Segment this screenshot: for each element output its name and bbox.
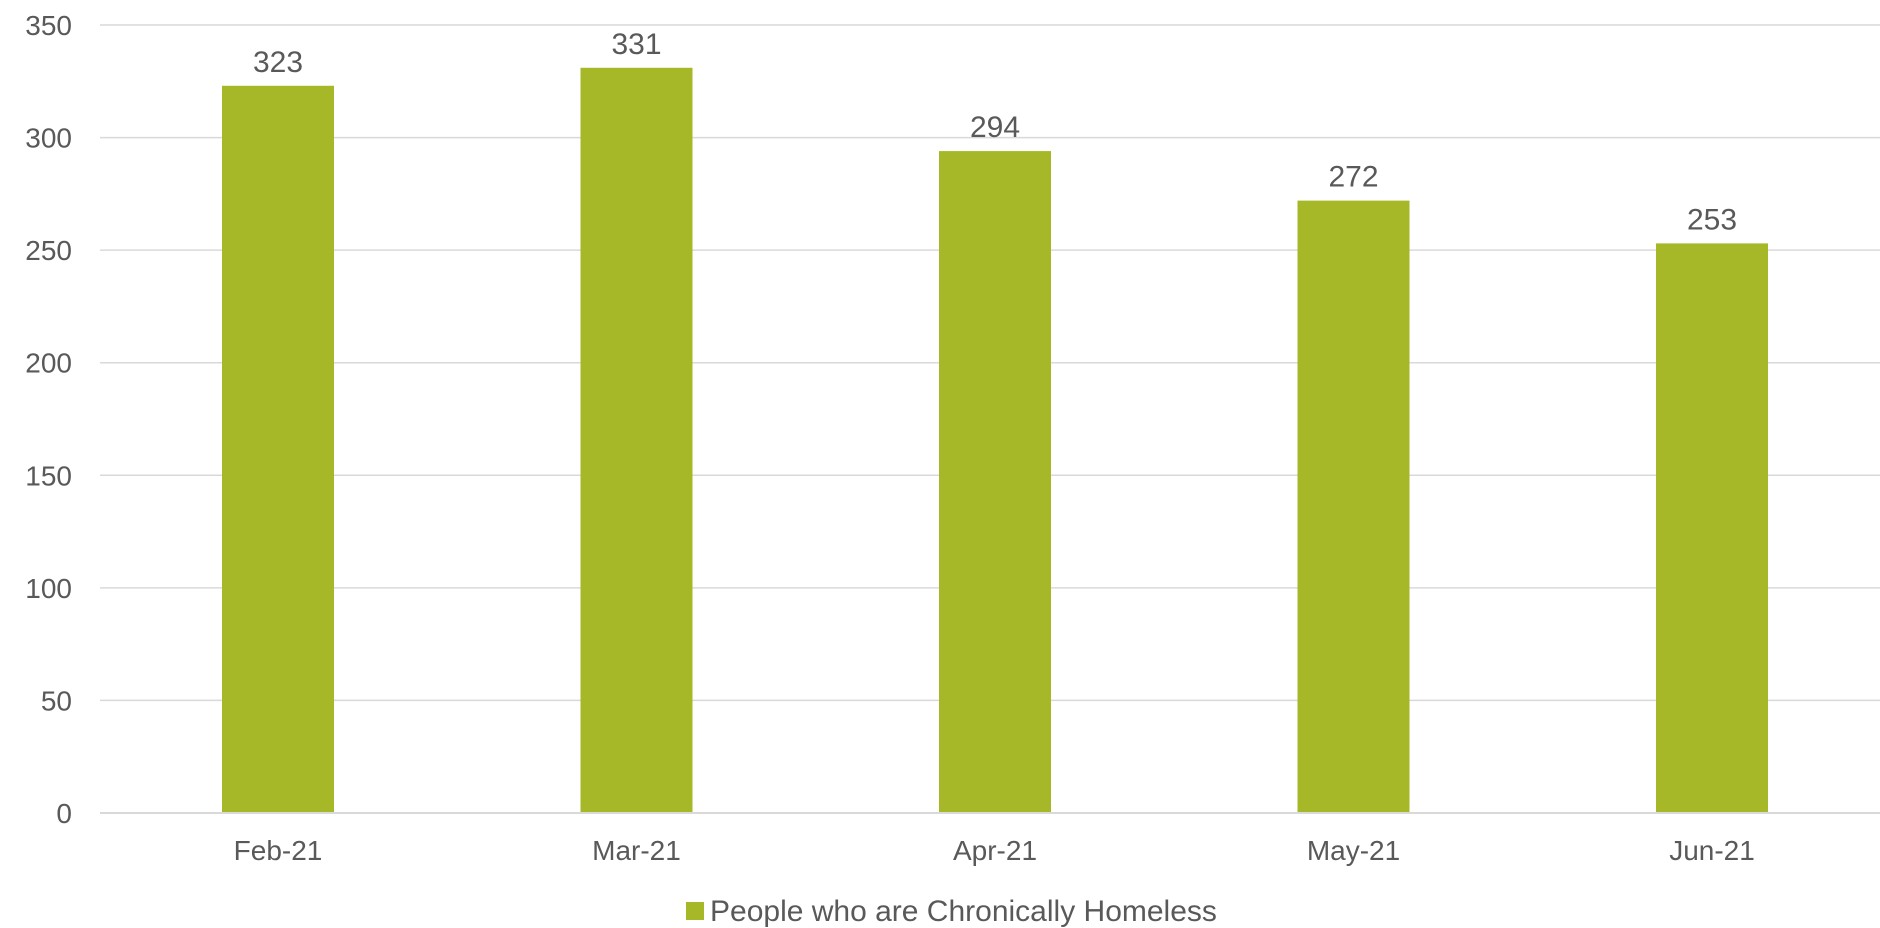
data-label: 272 bbox=[1328, 161, 1378, 194]
y-tick-label: 0 bbox=[56, 798, 72, 829]
x-category-label: Mar-21 bbox=[592, 835, 681, 866]
y-tick-label: 350 bbox=[25, 10, 72, 41]
bar-jun-21 bbox=[1656, 243, 1768, 814]
bars bbox=[222, 67, 1768, 814]
y-tick-label: 150 bbox=[25, 460, 72, 491]
legend-swatch bbox=[686, 902, 704, 920]
x-category-label: May-21 bbox=[1307, 835, 1400, 866]
x-category-label: Apr-21 bbox=[953, 835, 1037, 866]
bar-may-21 bbox=[1297, 200, 1410, 813]
y-tick-label: 50 bbox=[41, 685, 72, 716]
bar-apr-21 bbox=[939, 151, 1051, 813]
data-label: 323 bbox=[253, 46, 303, 79]
bar-feb-21 bbox=[222, 85, 334, 813]
data-label: 253 bbox=[1687, 203, 1737, 236]
y-tick-label: 250 bbox=[25, 235, 72, 266]
y-tick-label: 200 bbox=[25, 348, 72, 379]
data-labels: 323 331 294 272 253 bbox=[253, 28, 1737, 237]
x-category-label: Jun-21 bbox=[1669, 835, 1755, 866]
data-label: 331 bbox=[611, 28, 661, 61]
legend-label: People who are Chronically Homeless bbox=[710, 895, 1217, 928]
x-category-label: Feb-21 bbox=[234, 835, 323, 866]
y-tick-label: 100 bbox=[25, 573, 72, 604]
y-axis-ticks: 0 50 100 150 200 250 300 350 bbox=[25, 10, 72, 829]
y-tick-label: 300 bbox=[25, 123, 72, 154]
x-axis-categories: Feb-21 Mar-21 Apr-21 May-21 Jun-21 bbox=[234, 835, 1755, 866]
data-label: 294 bbox=[970, 111, 1020, 144]
bar-mar-21 bbox=[580, 67, 693, 813]
legend: People who are Chronically Homeless bbox=[686, 895, 1217, 928]
